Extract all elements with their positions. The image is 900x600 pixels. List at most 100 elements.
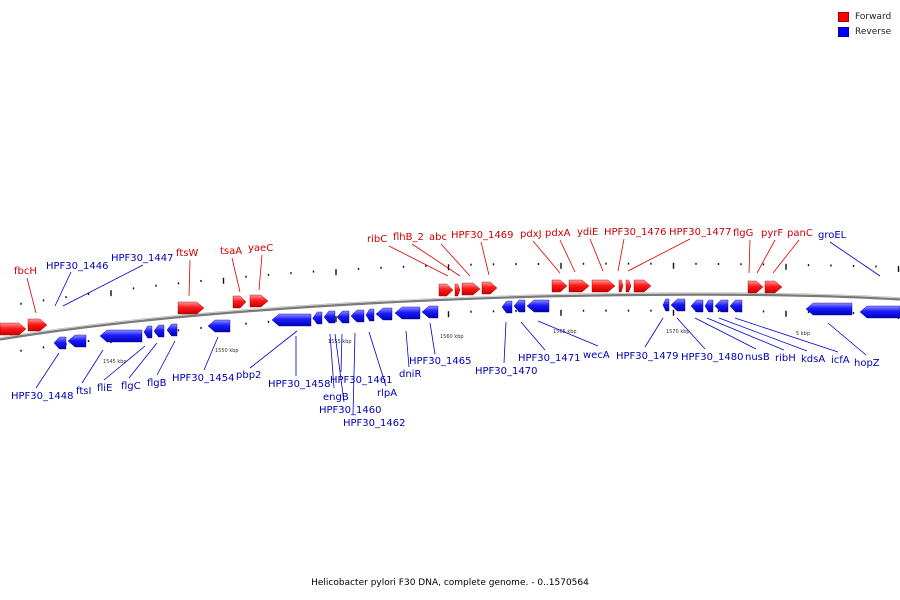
gene-label: panC	[787, 228, 813, 239]
forward-gene-arrow	[481, 281, 498, 295]
forward-gene-arrow	[764, 280, 783, 294]
leader-line	[827, 322, 867, 356]
gene-label: HPF30_1470	[475, 366, 537, 377]
leader-line	[617, 238, 625, 272]
gene-label: flhB_2	[393, 232, 424, 243]
leader-line	[258, 254, 263, 291]
leader-line	[128, 342, 158, 379]
leader-line	[429, 322, 436, 355]
tick-label: 1555 kbp	[328, 339, 352, 345]
gene-label: abc	[429, 232, 447, 243]
gene-label: dniR	[399, 369, 421, 380]
gene-label: hopZ	[854, 358, 880, 369]
tick-label: 5 kbp	[796, 331, 810, 337]
gene-label: nusB	[745, 352, 770, 363]
leader-line	[440, 243, 471, 277]
reverse-gene-arrow	[336, 310, 350, 324]
reverse-gene-arrow	[805, 302, 853, 316]
gene-label: icfA	[831, 355, 850, 366]
forward-gene-arrow	[461, 282, 481, 296]
reverse-gene-arrow	[350, 309, 365, 323]
leader-line	[829, 241, 881, 277]
forward-gene-arrow	[747, 280, 764, 294]
gene-label: HPF30_1461	[330, 375, 392, 386]
gene-label: flgG	[733, 228, 753, 239]
tick-label: 1560 kbp	[440, 334, 464, 340]
reverse-gene-arrow	[271, 313, 312, 327]
reverse-gene-arrow	[365, 308, 375, 322]
gene-label: HPF30_1447	[111, 253, 173, 264]
reverse-gene-arrow	[67, 334, 87, 348]
forward-gene-arrow	[177, 301, 205, 315]
forward-gene-arrow	[27, 318, 48, 332]
reverse-gene-arrow	[421, 305, 439, 319]
reverse-gene-arrow	[166, 323, 178, 337]
gene-label: fbcH	[14, 266, 37, 277]
gene-label: pdxA	[545, 228, 571, 239]
reverse-gene-arrow	[323, 310, 336, 324]
gene-label: HPF30_1458	[268, 379, 330, 390]
tick-label: 1570 kbp	[666, 329, 690, 335]
gene-label: ftsI	[76, 386, 91, 397]
gene-label: engB	[323, 392, 349, 403]
leader-line	[503, 321, 507, 364]
gene-label: ribH	[775, 353, 796, 364]
leader-line	[231, 257, 241, 293]
gene-label: pbp2	[236, 370, 261, 381]
leader-line	[644, 317, 664, 348]
leader-line	[480, 241, 490, 276]
reverse-gene-arrow	[704, 299, 714, 313]
gene-label: HPF30_1454	[172, 373, 234, 384]
genome-backbone-highlight	[0, 292, 900, 339]
reverse-gene-arrow	[729, 299, 743, 313]
leader-line	[706, 317, 785, 351]
reverse-gene-arrow	[99, 329, 143, 343]
forward-gene-arrow	[551, 279, 568, 293]
reverse-gene-arrow	[526, 299, 550, 313]
reverse-gene-arrow	[53, 336, 67, 350]
gene-label: pdxJ	[520, 229, 542, 240]
reverse-gene-arrow	[207, 319, 231, 333]
legend-item-reverse: Reverse	[838, 24, 891, 39]
forward-gene-arrow	[438, 283, 454, 297]
leader-line	[537, 320, 599, 347]
forward-gene-arrow	[591, 279, 616, 293]
tick-label: 1550 kbp	[215, 348, 239, 354]
forward-gene-arrow	[249, 294, 269, 308]
legend-item-forward: Forward	[838, 9, 891, 24]
leader-line	[694, 317, 757, 350]
gene-label: HPF30_1479	[616, 351, 678, 362]
legend-label-forward: Forward	[855, 11, 892, 22]
gene-label: HPF30_1462	[343, 418, 405, 429]
gene-label: HPF30_1465	[409, 356, 471, 367]
leader-line	[203, 336, 219, 371]
leader-line	[405, 330, 410, 368]
gene-label: ydiE	[577, 227, 598, 238]
leader-line	[26, 277, 37, 314]
reverse-gene-arrow	[312, 311, 323, 325]
reverse-swatch	[838, 26, 849, 37]
leader-line	[559, 239, 576, 273]
gene-label: tsaA	[220, 246, 242, 257]
leader-line	[54, 271, 72, 307]
gene-label: fliE	[97, 383, 112, 394]
reverse-gene-arrow	[714, 299, 729, 313]
reverse-gene-arrow	[859, 305, 900, 319]
gene-label: HPF30_1460	[319, 405, 381, 416]
gene-label: HPF30_1477	[669, 227, 731, 238]
tick-label: 1545 kbp	[103, 359, 127, 365]
gene-label: HPF30_1469	[451, 230, 513, 241]
leader-line	[35, 352, 60, 389]
reverse-gene-arrow	[662, 298, 670, 312]
gene-label: rlpA	[377, 388, 397, 399]
reverse-gene-arrow	[375, 307, 393, 321]
gene-label: wecA	[583, 350, 610, 361]
gene-label: HPF30_1446	[46, 261, 108, 272]
leader-line	[340, 333, 343, 373]
leader-line	[156, 340, 176, 376]
gene-label: flgB	[147, 378, 167, 389]
reverse-gene-arrow	[670, 298, 686, 312]
forward-gene-arrow	[232, 295, 247, 309]
gene-label: kdsA	[801, 354, 825, 365]
